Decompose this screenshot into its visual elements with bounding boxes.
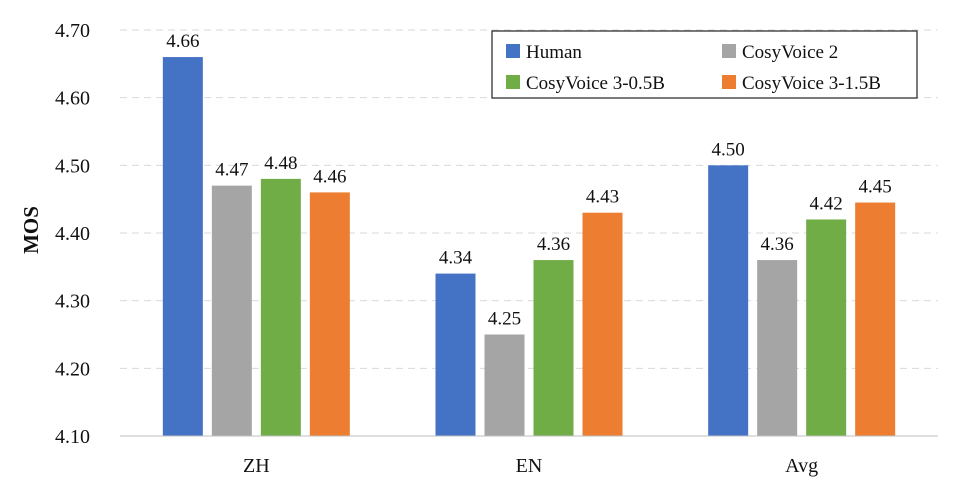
legend-swatch <box>506 75 520 89</box>
bar <box>708 165 749 437</box>
bars <box>162 57 896 437</box>
legend-label: CosyVoice 3-0.5B <box>526 73 665 94</box>
bar <box>806 219 847 436</box>
data-label: 4.36 <box>537 234 570 255</box>
bar <box>757 260 798 436</box>
data-label: 4.48 <box>264 153 297 174</box>
bar <box>162 57 203 437</box>
y-tick-label: 4.40 <box>55 223 90 245</box>
x-axis-categories: ZH EN Avg <box>243 455 818 477</box>
y-tick-label: 4.30 <box>55 291 90 313</box>
data-label: 4.45 <box>859 177 892 198</box>
data-label: 4.46 <box>313 166 346 187</box>
bar <box>855 202 896 436</box>
bar <box>260 178 301 436</box>
y-tick-label: 4.10 <box>55 426 90 448</box>
data-label: 4.25 <box>488 309 521 330</box>
data-label: 4.36 <box>761 234 794 255</box>
y-tick-label: 4.70 <box>55 20 90 42</box>
y-tick-label: 4.50 <box>55 155 90 177</box>
bar <box>309 192 350 436</box>
legend: Human CosyVoice 2 CosyVoice 3-0.5B CosyVoic… <box>491 30 918 99</box>
bar <box>435 273 476 436</box>
x-category-label: EN <box>516 455 543 477</box>
legend-box <box>491 30 918 99</box>
data-label: 4.34 <box>439 248 473 269</box>
legend-label: CosyVoice 3-1.5B <box>742 73 881 94</box>
legend-swatch <box>506 44 520 58</box>
legend-swatch <box>722 75 736 89</box>
x-category-label: ZH <box>243 455 270 477</box>
data-label: 4.47 <box>215 160 248 181</box>
y-axis-label: MOS <box>19 206 43 254</box>
data-label: 4.50 <box>712 139 745 160</box>
bar <box>533 260 574 436</box>
bar <box>211 185 252 436</box>
y-tick-label: 4.60 <box>55 88 90 110</box>
data-label: 4.42 <box>810 193 843 214</box>
legend-label: CosyVoice 2 <box>742 42 838 63</box>
y-axis-ticks: 4.10 4.20 4.30 4.40 4.50 4.60 4.70 <box>55 20 90 448</box>
data-label: 4.66 <box>166 31 199 52</box>
bar <box>484 334 525 436</box>
legend-label: Human <box>526 42 582 63</box>
data-label: 4.43 <box>586 187 619 208</box>
legend-swatch <box>722 44 736 58</box>
x-category-label: Avg <box>785 455 818 477</box>
data-labels: 4.66 4.47 4.48 4.46 4.34 4.25 4.36 4.43 4.50 4.36… <box>166 31 892 329</box>
bar <box>582 212 623 436</box>
y-tick-label: 4.20 <box>55 358 90 380</box>
